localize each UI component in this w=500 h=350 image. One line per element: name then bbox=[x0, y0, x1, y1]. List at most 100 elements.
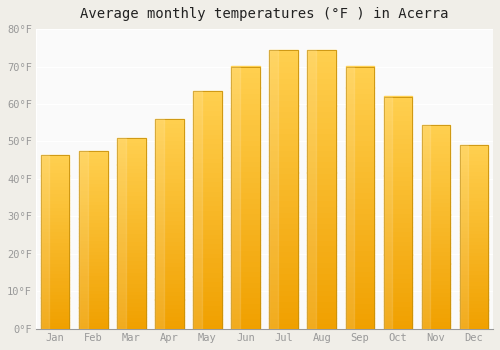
Bar bbox=[422, 137, 450, 141]
Bar bbox=[79, 158, 108, 162]
Bar bbox=[79, 247, 108, 251]
Bar bbox=[41, 168, 70, 172]
Bar bbox=[422, 149, 450, 153]
Bar bbox=[422, 325, 450, 329]
Bar bbox=[422, 153, 450, 157]
Bar bbox=[460, 208, 488, 211]
Bar bbox=[79, 169, 108, 172]
Bar bbox=[232, 66, 240, 329]
Bar bbox=[117, 245, 145, 248]
Bar bbox=[384, 101, 412, 106]
Bar bbox=[346, 66, 374, 72]
Bar bbox=[155, 262, 184, 266]
Bar bbox=[422, 161, 450, 166]
Bar bbox=[308, 267, 336, 273]
Bar bbox=[384, 185, 412, 189]
Bar bbox=[346, 135, 374, 140]
Bar bbox=[79, 311, 108, 315]
Bar bbox=[193, 139, 222, 143]
Bar bbox=[384, 315, 412, 320]
Bar bbox=[41, 294, 70, 298]
Bar bbox=[270, 267, 298, 273]
Bar bbox=[460, 310, 488, 314]
Bar bbox=[193, 167, 222, 172]
Bar bbox=[308, 156, 336, 161]
Bar bbox=[346, 224, 374, 229]
Bar bbox=[117, 230, 145, 233]
Bar bbox=[308, 307, 336, 312]
Bar bbox=[232, 240, 260, 245]
Bar bbox=[41, 155, 70, 329]
Bar bbox=[193, 281, 222, 286]
Bar bbox=[384, 301, 412, 306]
Bar bbox=[232, 140, 260, 145]
Bar bbox=[460, 292, 488, 296]
Bar bbox=[460, 325, 488, 329]
Bar bbox=[79, 325, 108, 329]
Bar bbox=[422, 169, 450, 174]
Bar bbox=[155, 279, 184, 283]
Bar bbox=[308, 301, 336, 307]
Bar bbox=[41, 224, 70, 228]
Bar bbox=[193, 91, 222, 329]
Bar bbox=[308, 212, 336, 217]
Bar bbox=[460, 285, 488, 288]
Bar bbox=[232, 245, 260, 250]
Bar bbox=[422, 239, 450, 243]
Bar bbox=[270, 50, 298, 329]
Bar bbox=[79, 272, 108, 275]
Bar bbox=[155, 224, 184, 228]
Bar bbox=[270, 301, 298, 307]
Bar bbox=[232, 119, 260, 124]
Bar bbox=[384, 231, 412, 236]
Bar bbox=[41, 200, 70, 203]
Bar bbox=[422, 194, 450, 198]
Bar bbox=[117, 268, 145, 272]
Bar bbox=[384, 120, 412, 124]
Bar bbox=[117, 241, 145, 245]
Bar bbox=[422, 125, 450, 329]
Bar bbox=[232, 103, 260, 108]
Bar bbox=[422, 125, 450, 129]
Bar bbox=[41, 287, 70, 290]
Bar bbox=[346, 156, 374, 161]
Bar bbox=[155, 220, 184, 224]
Bar bbox=[384, 259, 412, 264]
Bar bbox=[384, 129, 412, 134]
Bar bbox=[346, 108, 374, 114]
Bar bbox=[193, 262, 222, 267]
Bar bbox=[193, 219, 222, 224]
Bar bbox=[193, 91, 222, 96]
Bar bbox=[384, 310, 412, 315]
Bar bbox=[79, 300, 108, 304]
Bar bbox=[117, 317, 145, 321]
Bar bbox=[384, 180, 412, 185]
Bar bbox=[384, 254, 412, 259]
Bar bbox=[270, 161, 298, 167]
Bar bbox=[232, 124, 260, 130]
Bar bbox=[346, 66, 354, 329]
Bar bbox=[422, 141, 450, 145]
Bar bbox=[346, 114, 374, 119]
Bar bbox=[155, 132, 184, 136]
Bar bbox=[41, 196, 70, 200]
Bar bbox=[193, 324, 222, 329]
Bar bbox=[422, 215, 450, 219]
Bar bbox=[308, 122, 336, 128]
Bar bbox=[384, 203, 412, 208]
Bar bbox=[270, 195, 298, 201]
Bar bbox=[193, 176, 222, 181]
Bar bbox=[79, 308, 108, 311]
Bar bbox=[117, 290, 145, 294]
Bar bbox=[422, 133, 450, 137]
Bar bbox=[422, 227, 450, 231]
Bar bbox=[384, 222, 412, 227]
Bar bbox=[384, 106, 412, 111]
Bar bbox=[155, 211, 184, 216]
Bar bbox=[346, 266, 374, 271]
Bar bbox=[232, 292, 260, 298]
Bar bbox=[308, 228, 336, 234]
Bar bbox=[384, 166, 412, 171]
Bar bbox=[155, 216, 184, 220]
Bar bbox=[41, 273, 70, 276]
